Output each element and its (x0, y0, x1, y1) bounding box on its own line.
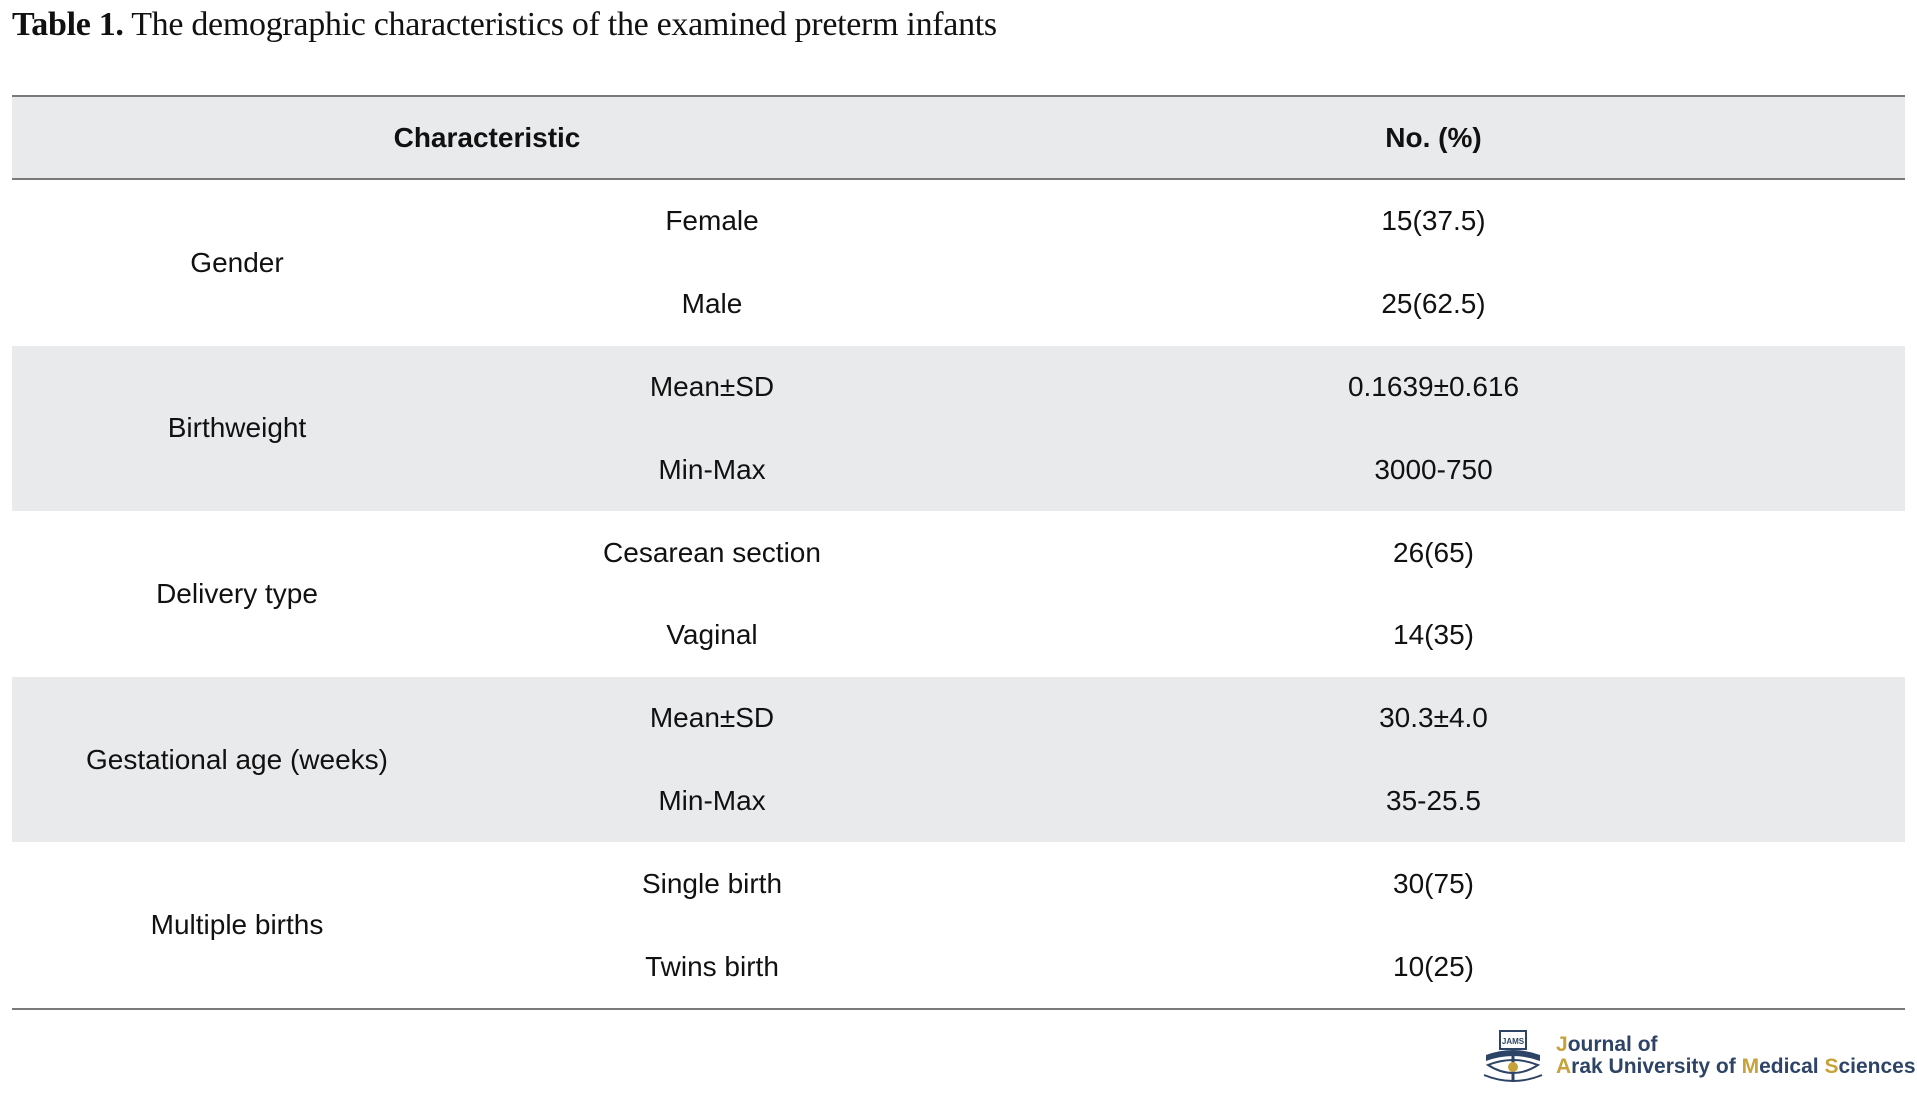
group-rows: Mean±SD 0.1639±0.616 Min-Max 3000-750 (462, 346, 1905, 512)
table-row: Cesarean section 26(65) (462, 511, 1905, 594)
group-label: Delivery type (156, 577, 318, 609)
logo-text: ciences (1838, 1055, 1916, 1078)
row-label: Mean±SD (649, 702, 775, 734)
table-header-row: Characteristic No. (%) (12, 97, 1905, 180)
group-label: Gestational age (weeks) (86, 743, 388, 775)
group-rows: Cesarean section 26(65) Vaginal 14(35) (462, 511, 1905, 677)
row-value: 26(65) (1393, 536, 1474, 568)
group-label: Birthweight (167, 412, 307, 444)
caption-label: Table 1. (12, 6, 124, 43)
table-row: Vaginal 14(35) (462, 594, 1905, 677)
group-multiple-births: Multiple births Single birth 30(75) Twin… (12, 842, 1905, 1008)
group-gender: Gender Female 15(37.5) Male 25(62.5) (12, 180, 1905, 346)
caption-text: The demographic characteristics of the e… (123, 6, 997, 43)
row-value: 14(35) (1393, 619, 1474, 651)
logo-text: edical (1759, 1055, 1825, 1078)
table-row: Min-Max 3000-750 (462, 428, 1905, 511)
logo-initial: J (1556, 1033, 1568, 1056)
group-rows: Female 15(37.5) Male 25(62.5) (462, 180, 1905, 346)
group-gestational-age: Gestational age (weeks) Mean±SD 30.3±4.0… (12, 676, 1905, 843)
journal-name-line1: Journal of (1556, 1034, 1916, 1056)
row-label: Female (665, 205, 759, 237)
row-value: 15(37.5) (1381, 205, 1486, 237)
emblem-text: JAMS (1502, 1037, 1525, 1046)
journal-name-line2: Arak University of Medical Sciences (1556, 1056, 1916, 1078)
table-row: Male 25(62.5) (462, 263, 1905, 346)
row-value: 25(62.5) (1381, 288, 1486, 320)
group-delivery-type: Delivery type Cesarean section 26(65) Va… (12, 511, 1905, 677)
group-label: Multiple births (150, 909, 324, 941)
table-row: Min-Max 35-25.5 (462, 760, 1905, 843)
row-value: 10(25) (1393, 950, 1474, 982)
table-row: Single birth 30(75) (462, 842, 1905, 925)
table-row: Mean±SD 30.3±4.0 (462, 677, 1905, 760)
journal-logo: JAMS Journal of Arak University of Medic… (1478, 1025, 1916, 1087)
logo-initial: S (1824, 1055, 1839, 1078)
row-label: Twins birth (645, 950, 779, 982)
row-label: Min-Max (658, 453, 766, 485)
group-birthweight: Birthweight Mean±SD 0.1639±0.616 Min-Max… (12, 345, 1905, 512)
row-label: Cesarean section (603, 536, 821, 568)
journal-emblem-icon: JAMS (1483, 1030, 1543, 1082)
row-label: Mean±SD (649, 370, 775, 402)
demographics-table: Characteristic No. (%) Gender Female 15(… (12, 95, 1905, 1010)
table-row: Twins birth 10(25) (462, 925, 1905, 1008)
row-label: Min-Max (658, 784, 766, 816)
table-row: Mean±SD 0.1639±0.616 (462, 346, 1905, 429)
row-value: 30(75) (1393, 867, 1474, 899)
journal-name: Journal of Arak University of Medical Sc… (1556, 1034, 1916, 1078)
logo-text: ournal of (1567, 1033, 1658, 1056)
row-label: Single birth (641, 867, 783, 899)
logo-text: rak University of (1571, 1055, 1742, 1078)
row-value: 30.3±4.0 (1379, 702, 1488, 734)
table-caption: Table 1. The demographic characteristics… (12, 0, 997, 50)
row-label: Male (681, 288, 743, 320)
group-label: Gender (190, 246, 284, 278)
row-value: 3000-750 (1374, 453, 1493, 485)
group-rows: Single birth 30(75) Twins birth 10(25) (462, 842, 1905, 1008)
logo-initial: A (1556, 1055, 1572, 1078)
header-value: No. (%) (1385, 121, 1482, 153)
row-value: 35-25.5 (1386, 784, 1481, 816)
group-rows: Mean±SD 30.3±4.0 Min-Max 35-25.5 (462, 677, 1905, 843)
row-value: 0.1639±0.616 (1347, 370, 1520, 402)
table-row: Female 15(37.5) (462, 180, 1905, 263)
logo-initial: M (1741, 1055, 1760, 1078)
row-label: Vaginal (666, 619, 758, 651)
header-characteristic: Characteristic (393, 121, 581, 153)
